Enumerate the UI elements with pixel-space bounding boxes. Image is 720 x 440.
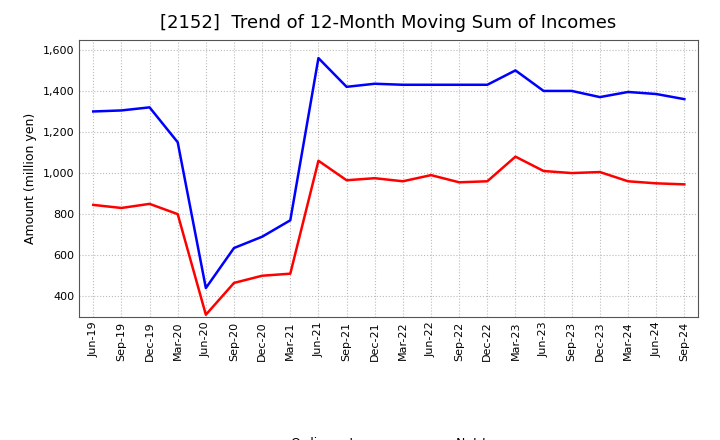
Net Income: [117, 205, 126, 211]
Net Income: [511, 154, 520, 159]
Line: Net Income: Net Income: [94, 157, 684, 315]
Net Income: [342, 178, 351, 183]
Net Income: [624, 179, 632, 184]
Net Income: [370, 176, 379, 181]
Net Income: [202, 312, 210, 317]
Ordinary Income: [567, 88, 576, 94]
Net Income: [455, 180, 464, 185]
Ordinary Income: [427, 82, 436, 88]
Net Income: [539, 169, 548, 174]
Ordinary Income: [539, 88, 548, 94]
Net Income: [652, 181, 660, 186]
Net Income: [174, 212, 182, 217]
Net Income: [258, 273, 266, 279]
Ordinary Income: [399, 82, 408, 88]
Ordinary Income: [202, 286, 210, 291]
Net Income: [89, 202, 98, 208]
Y-axis label: Amount (million yen): Amount (million yen): [24, 113, 37, 244]
Ordinary Income: [370, 81, 379, 86]
Net Income: [230, 280, 238, 286]
Ordinary Income: [145, 105, 154, 110]
Net Income: [567, 170, 576, 176]
Ordinary Income: [117, 108, 126, 113]
Ordinary Income: [680, 96, 688, 102]
Net Income: [427, 172, 436, 178]
Ordinary Income: [230, 246, 238, 251]
Ordinary Income: [258, 234, 266, 239]
Ordinary Income: [174, 139, 182, 145]
Net Income: [286, 271, 294, 276]
Ordinary Income: [455, 82, 464, 88]
Ordinary Income: [314, 55, 323, 61]
Ordinary Income: [286, 218, 294, 223]
Ordinary Income: [652, 92, 660, 97]
Net Income: [145, 201, 154, 206]
Text: [2152]  Trend of 12-Month Moving Sum of Incomes: [2152] Trend of 12-Month Moving Sum of I…: [160, 15, 616, 33]
Ordinary Income: [483, 82, 492, 88]
Legend: Ordinary Income, Net Income: Ordinary Income, Net Income: [245, 432, 533, 440]
Net Income: [483, 179, 492, 184]
Ordinary Income: [595, 95, 604, 100]
Net Income: [595, 169, 604, 175]
Line: Ordinary Income: Ordinary Income: [94, 58, 684, 288]
Ordinary Income: [511, 68, 520, 73]
Net Income: [399, 179, 408, 184]
Net Income: [680, 182, 688, 187]
Ordinary Income: [624, 89, 632, 95]
Ordinary Income: [342, 84, 351, 89]
Ordinary Income: [89, 109, 98, 114]
Net Income: [314, 158, 323, 163]
